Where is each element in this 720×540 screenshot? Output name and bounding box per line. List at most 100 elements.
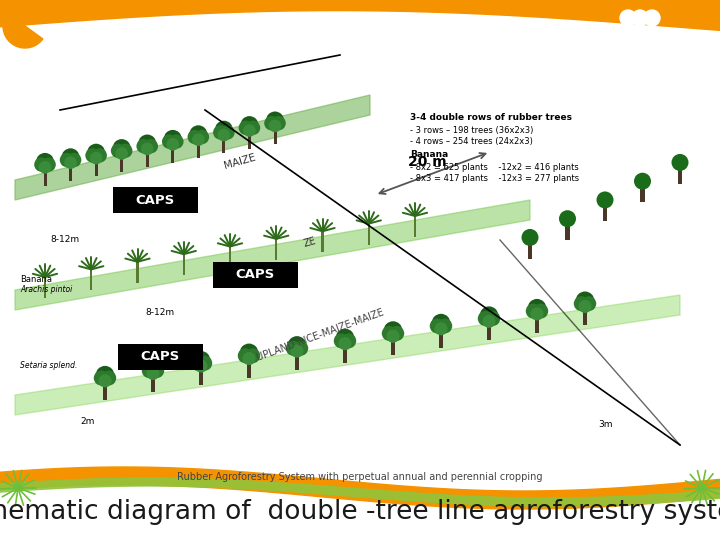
Circle shape [94, 370, 109, 386]
Circle shape [432, 314, 451, 333]
Text: Schematic diagram of  double -tree line agroforestry system: Schematic diagram of double -tree line a… [0, 499, 720, 525]
Polygon shape [3, 4, 42, 48]
Circle shape [246, 120, 260, 135]
Circle shape [293, 341, 308, 356]
Circle shape [482, 315, 495, 328]
Bar [603, 202, 607, 221]
Circle shape [111, 144, 125, 158]
Circle shape [217, 129, 230, 141]
Circle shape [574, 296, 589, 311]
Circle shape [578, 300, 592, 313]
Text: Banana: Banana [410, 150, 449, 159]
Circle shape [102, 370, 116, 386]
Circle shape [64, 157, 77, 169]
Circle shape [266, 111, 284, 130]
Text: - 8x3 = 417 plants    -12x3 = 277 plants: - 8x3 = 417 plants -12x3 = 277 plants [410, 174, 579, 183]
Circle shape [146, 367, 160, 380]
Circle shape [485, 311, 500, 326]
Circle shape [243, 124, 256, 137]
Text: Arachis pintoi: Arachis pintoi [20, 285, 72, 294]
Bar [112, 187, 197, 213]
Circle shape [632, 10, 648, 26]
Circle shape [99, 374, 112, 387]
Circle shape [387, 329, 400, 343]
Circle shape [437, 319, 452, 334]
Circle shape [672, 154, 688, 171]
Circle shape [36, 153, 54, 171]
Circle shape [190, 356, 204, 370]
Circle shape [169, 134, 184, 149]
Circle shape [192, 133, 204, 146]
Bar [528, 240, 532, 259]
Bar [678, 165, 682, 184]
Circle shape [478, 311, 492, 326]
Circle shape [189, 125, 207, 143]
Circle shape [60, 153, 74, 167]
Circle shape [521, 229, 539, 246]
Circle shape [390, 326, 404, 341]
Bar [583, 303, 587, 326]
Bar [275, 239, 277, 260]
Circle shape [434, 322, 448, 335]
Circle shape [341, 333, 356, 348]
Circle shape [269, 119, 282, 132]
Circle shape [290, 345, 304, 357]
Bar [248, 128, 251, 149]
Bar [222, 132, 225, 153]
Circle shape [238, 120, 253, 135]
Text: 8-12m: 8-12m [50, 235, 79, 244]
Circle shape [220, 125, 235, 140]
Polygon shape [15, 95, 370, 200]
Circle shape [194, 130, 209, 144]
Bar [565, 221, 570, 240]
Text: CAPS: CAPS [135, 193, 175, 206]
Bar [44, 277, 46, 298]
Circle shape [85, 148, 99, 163]
Text: Rubber Agroforestry System with perpetual annual and perennial cropping: Rubber Agroforestry System with perpetua… [177, 472, 543, 482]
Text: - 8x2 = 625 plants    -12x2 = 416 plants: - 8x2 = 625 plants -12x2 = 416 plants [410, 163, 579, 172]
Circle shape [39, 161, 51, 173]
Circle shape [240, 116, 258, 134]
Circle shape [142, 363, 157, 378]
Circle shape [118, 144, 132, 158]
Bar [136, 262, 139, 283]
Circle shape [620, 10, 636, 26]
Bar [145, 146, 149, 167]
Circle shape [531, 307, 544, 320]
Circle shape [187, 130, 202, 144]
Bar [15, 110, 705, 465]
Bar [0, 0, 720, 52]
Bar [229, 247, 231, 267]
Circle shape [163, 130, 181, 148]
Bar [117, 344, 202, 370]
Bar [248, 356, 251, 377]
Bar [640, 184, 644, 202]
Circle shape [238, 348, 253, 363]
Text: - 4 rows – 254 trees (24x2x3): - 4 rows – 254 trees (24x2x3) [410, 137, 533, 146]
Polygon shape [15, 200, 530, 310]
Bar [536, 311, 539, 333]
Circle shape [288, 336, 307, 355]
Circle shape [596, 192, 613, 208]
Text: Banana: Banana [20, 275, 52, 284]
Bar [94, 156, 98, 177]
Bar [392, 333, 395, 355]
Text: Setaria splend.: Setaria splend. [20, 361, 77, 370]
Circle shape [143, 359, 163, 377]
Circle shape [87, 144, 105, 161]
Bar [487, 319, 490, 340]
Text: ZE: ZE [302, 235, 318, 248]
Polygon shape [15, 295, 680, 415]
Circle shape [271, 116, 286, 130]
Bar [151, 370, 155, 393]
Circle shape [246, 348, 260, 363]
Circle shape [581, 296, 596, 311]
Text: 3-4 double rows of rubber trees: 3-4 double rows of rubber trees [410, 113, 572, 122]
Circle shape [115, 147, 128, 160]
Bar [367, 224, 370, 245]
Text: 20 m: 20 m [408, 154, 447, 168]
Circle shape [264, 116, 279, 130]
Bar [295, 348, 299, 370]
Bar [321, 231, 324, 252]
Circle shape [67, 153, 81, 167]
